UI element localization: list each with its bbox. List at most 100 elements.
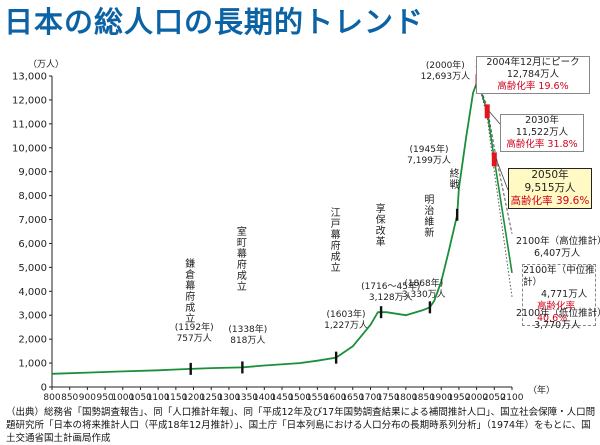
x-tick-label: 2000: [465, 393, 488, 403]
y-tick-label: 6,000: [18, 239, 47, 250]
event-marker: [455, 208, 459, 221]
x-tick-label: 1750: [377, 393, 400, 403]
chart-lines: [51, 80, 513, 375]
y-tick-label: 1,000: [18, 359, 47, 370]
callout-peak-line1: 2004年12月にピーク: [486, 57, 580, 68]
annotation-label: (1338年) 818万人: [228, 325, 267, 347]
callout-2030-line3: 高齢化率 31.8%: [506, 139, 578, 150]
annotation-event: 鎌倉幕府成立: [185, 258, 196, 325]
y-tick-label: 7,000: [18, 215, 47, 226]
x-tick-label: 1050: [129, 393, 152, 403]
annotation-event: 江戸幕府成立: [330, 207, 341, 274]
x-tick-label: 1500: [288, 393, 311, 403]
y-tick-label: 10,000: [12, 143, 47, 154]
callout-2030: 2030年 11,522万人 高齢化率 31.8%: [500, 114, 584, 152]
x-tick-label: 1300: [217, 393, 240, 403]
label-mid-line2: 4,771万人: [541, 289, 588, 300]
y-tick-label: 8,000: [18, 191, 47, 202]
callout-2050-line1: 2050年: [531, 169, 569, 181]
x-tick-label: 900: [79, 393, 96, 403]
label-mid-line3: 高齢化率 40.6%: [537, 301, 576, 324]
chart-ticks: 0 1,000 2,000 3,000 4,000 5,000 6,000 7,000 8,00…: [12, 72, 524, 404]
leader-2030: [488, 111, 501, 125]
callout-2050-line2: 9,515万人: [524, 182, 576, 194]
label-mid-projection: 2100年（中位推計） 4,771万人 高齢化率 40.6%: [522, 264, 596, 326]
x-tick-label: 1950: [447, 393, 470, 403]
projection-line-低位推計: [477, 81, 513, 297]
x-tick-label: 2050: [483, 393, 506, 403]
x-tick-label: 1600: [324, 393, 347, 403]
x-tick-label: 1400: [253, 393, 276, 403]
y-tick-label: 3,000: [18, 311, 47, 322]
annotation-event: 終戦: [449, 168, 460, 191]
label-high-line2: 6,407万人: [534, 248, 581, 259]
annotation-year: (1945年): [409, 144, 449, 155]
annotation-label: (2000年) 12,693万人: [421, 61, 471, 83]
x-tick-label: 1550: [306, 393, 329, 403]
historical-population-line: [51, 80, 479, 375]
y-tick-label: 5,000: [18, 263, 47, 274]
highlight-marker: [484, 104, 490, 119]
x-tick-label: 1850: [412, 393, 435, 403]
callout-peak-line3: 高齢化率 19.6%: [497, 81, 569, 92]
source-note: （出典）総務省「国勢調査報告」、同「人口推計年報」、同「平成12年及び17年国勢…: [6, 407, 596, 444]
x-tick-label: 950: [96, 393, 113, 403]
annotation-year: (1868年): [404, 279, 444, 290]
annotation-value: 12,693万人: [420, 72, 471, 83]
x-tick-label: 1700: [359, 393, 382, 403]
y-tick-label: 9,000: [18, 167, 47, 178]
label-low-line2: 3,770万人: [534, 320, 581, 331]
x-axis-unit-label: （年）: [528, 386, 556, 396]
annotation-label: (1603年) 1,227万人: [324, 310, 368, 332]
y-tick-label: 11,000: [12, 119, 47, 130]
x-tick-label: 1250: [200, 393, 223, 403]
x-tick-label: 1100: [147, 393, 170, 403]
x-tick-label: 850: [61, 393, 78, 403]
y-tick-label: 0: [41, 383, 47, 394]
highlight-marker: [491, 152, 497, 167]
x-tick-label: 1800: [394, 393, 417, 403]
event-marker: [334, 351, 338, 364]
callout-2050: 2050年 9,515万人 高齢化率 39.6%: [508, 168, 592, 209]
annotation-event: 享保改革: [375, 204, 386, 249]
event-marker: [241, 361, 244, 374]
annotation-label: (1192年) 757万人: [175, 323, 214, 345]
annotation-year: (2000年): [425, 61, 465, 72]
callout-peak: 2004年12月にピーク 12,784万人 高齢化率 19.6%: [476, 56, 590, 94]
label-low-line1: 2100年（低位推計）: [516, 308, 600, 319]
projection-line-高位推計: [477, 81, 513, 234]
annotation-value: 1,227万人: [324, 320, 368, 331]
annotation-value: 757万人: [176, 333, 212, 344]
y-tick-label: 2,000: [18, 335, 47, 346]
event-marker: [379, 306, 383, 319]
x-tick-label: 1150: [164, 393, 187, 403]
annotation-year: (1192年): [174, 322, 214, 333]
projection-line-中位推計: [477, 80, 513, 274]
callout-2030-line2: 11,522万人: [515, 127, 569, 138]
annotation-value: 7,199万人: [407, 155, 451, 166]
annotation-value: 3,128万人: [368, 293, 413, 304]
y-tick-label: 4,000: [18, 287, 47, 298]
annotation-event: 明治維新: [424, 195, 435, 240]
page-title: 日本の総人口の長期的トレンド: [4, 5, 425, 39]
annotation-year: (1716～45年): [361, 282, 421, 293]
y-tick-label: 12,000: [12, 95, 47, 106]
annotation-label: (1945年) 7,199万人: [407, 145, 451, 167]
x-tick-label: 1350: [235, 393, 258, 403]
callout-2050-line3: 高齢化率 39.6%: [510, 195, 590, 207]
x-tick-label: 2100: [501, 393, 524, 403]
annotation-year: (1338年): [228, 325, 268, 336]
x-tick-label: 1200: [182, 393, 205, 403]
y-tick-label: 13,000: [12, 72, 47, 83]
x-tick-label: 800: [43, 393, 60, 403]
annotation-value: 3,330万人: [401, 290, 446, 301]
label-high-projection: 2100年（高位推計） 6,407万人: [516, 236, 600, 260]
x-tick-label: 1650: [341, 393, 364, 403]
annotation-year: (1603年): [326, 309, 366, 320]
annotation-label: (1868年) 3,330万人: [402, 279, 446, 301]
annotation-label: (1716～45年) 3,128万人: [361, 282, 420, 304]
label-low-projection: 2100年（低位推計） 3,770万人: [516, 308, 600, 332]
callout-2030-line1: 2030年: [525, 115, 559, 126]
annotation-value: 818万人: [230, 336, 266, 347]
